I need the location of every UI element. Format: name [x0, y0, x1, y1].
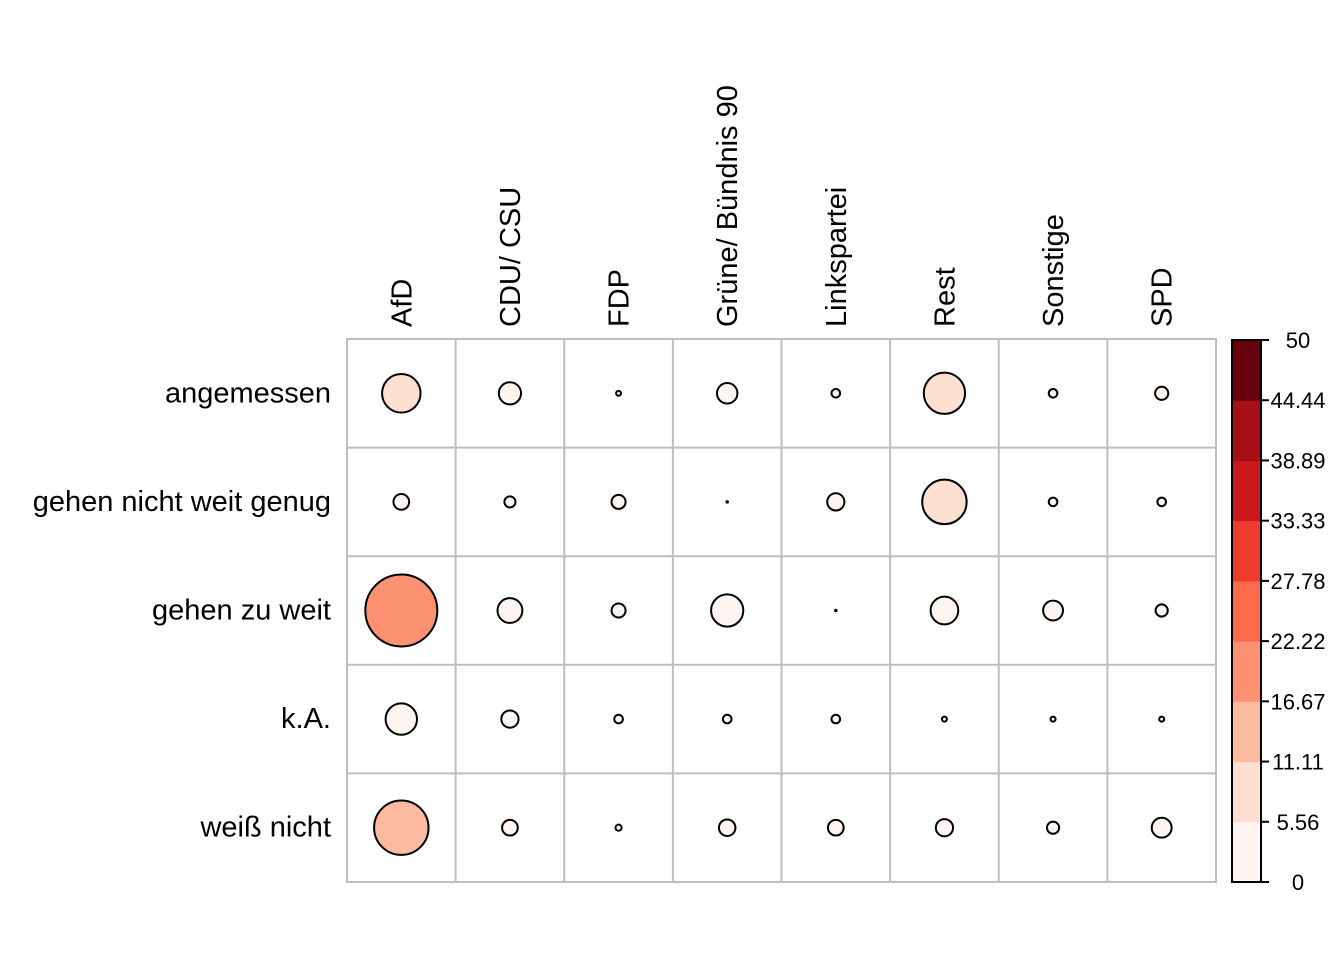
bubble-angemessen-linkspartei: [830, 387, 842, 399]
bubbles: [364, 371, 1173, 856]
bubble-weiß-nicht-rest: [934, 818, 955, 838]
column-label-spd: SPD: [1147, 267, 1179, 327]
row-label-k-a: k.A.: [281, 703, 331, 735]
row-label-gehen-zu-weit: gehen zu weit: [152, 595, 331, 627]
bubble-weiß-nicht-spd: [1150, 816, 1173, 839]
column-label-linkspartei: Linkspartei: [821, 187, 853, 327]
colorbar-tick-label: 50: [1286, 328, 1310, 353]
bubble-k-a-grüne-bündnis-90: [721, 713, 733, 725]
bubble-gehen-zu-weit-grüne-bündnis-90: [710, 593, 745, 628]
row-label-angemessen: angemessen: [165, 377, 331, 409]
bubble-weiß-nicht-grüne-bündnis-90: [717, 818, 737, 837]
bubble-gehen-zu-weit-cdu-csu: [496, 597, 524, 624]
bubble-k-a-cdu-csu: [500, 709, 520, 729]
column-label-cdu-csu: CDU/ CSU: [495, 187, 527, 327]
bubble-angemessen-fdp: [615, 389, 623, 397]
colorbar-tick-label: 33.33: [1270, 509, 1325, 534]
column-label-afd: AfD: [386, 279, 418, 327]
colorbar-segment: [1232, 520, 1261, 582]
grid: [346, 338, 1217, 883]
column-label-rest: Rest: [929, 267, 961, 327]
bubble-k-a-rest: [940, 715, 948, 723]
colorbar-segment: [1232, 761, 1261, 823]
bubble-gehen-nicht-weit-genug-fdp: [610, 493, 627, 510]
colorbar-segment: [1232, 701, 1261, 763]
bubble-gehen-nicht-weit-genug-cdu-csu: [503, 495, 517, 509]
bubble-gehen-nicht-weit-genug-rest: [921, 478, 968, 526]
colorbar-segment: [1232, 821, 1261, 883]
bubble-gehen-zu-weit-linkspartei: [834, 608, 838, 613]
row-labels: angemessen gehen nicht weit genug gehen zu…: [33, 377, 331, 843]
colorbar: 0 5.56 11.11 16.67 22.22 27.78 33.33 38.89 44.44…: [1231, 328, 1326, 895]
column-label-fdp: FDP: [604, 269, 636, 327]
bubble-gehen-nicht-weit-genug-grüne-bündnis-90: [725, 500, 729, 504]
row-label-weiß-nicht: weiß nicht: [199, 812, 331, 844]
bubble-gehen-zu-weit-rest: [929, 595, 960, 626]
bubble-gehen-zu-weit-fdp: [610, 602, 627, 619]
colorbar-tick-label: 44.44: [1270, 388, 1325, 413]
colorbar-tick-label: 16.67: [1270, 689, 1325, 714]
column-label-grüne-bündnis-90: Grüne/ Bündnis 90: [712, 85, 744, 327]
bubble-k-a-spd: [1158, 715, 1166, 723]
bubble-weiß-nicht-fdp: [614, 823, 623, 832]
colorbar-frame: [1231, 339, 1262, 883]
colorbar-tick-label: 5.56: [1277, 810, 1320, 835]
bubble-gehen-nicht-weit-genug-sonstige: [1047, 496, 1059, 508]
bubble-angemessen-cdu-csu: [497, 381, 523, 406]
column-label-sonstige: Sonstige: [1038, 214, 1070, 327]
colorbar-segment: [1232, 340, 1261, 401]
colorbar-tick-label: 38.89: [1270, 448, 1325, 473]
colorbar-segment: [1232, 580, 1261, 642]
bubble-angemessen-rest: [922, 371, 967, 415]
bubble-k-a-sonstige: [1049, 715, 1057, 723]
bubble-gehen-zu-weit-sonstige: [1042, 599, 1064, 622]
bubble-angemessen-sonstige: [1047, 387, 1059, 399]
bubble-gehen-nicht-weit-genug-linkspartei: [826, 492, 846, 512]
bubble-gehen-nicht-weit-genug-spd: [1156, 496, 1167, 508]
bubble-weiß-nicht-cdu-csu: [501, 818, 519, 837]
bubble-gehen-zu-weit-spd: [1154, 603, 1169, 618]
bubble-gehen-nicht-weit-genug-afd: [392, 493, 411, 511]
bubble-gehen-zu-weit-afd: [364, 573, 439, 648]
colorbar-tick-label: 22.22: [1270, 629, 1325, 654]
colorbar-segment: [1232, 400, 1261, 461]
bubble-angemessen-spd: [1154, 385, 1170, 401]
row-label-gehen-nicht-weit-genug: gehen nicht weit genug: [33, 486, 331, 518]
bubble-k-a-linkspartei: [830, 713, 842, 725]
column-labels: AfD CDU/ CSU FDP Grüne/ Bündnis 90 Linkspart…: [386, 85, 1178, 327]
colorbar-tick-label: 11.11: [1272, 750, 1324, 775]
colorbar-segment: [1232, 460, 1261, 522]
colorbar-tick-label: 27.78: [1270, 569, 1325, 594]
bubble-k-a-fdp: [613, 713, 624, 725]
bubble-angemessen-afd: [381, 373, 422, 414]
bubble-weiß-nicht-linkspartei: [826, 818, 845, 837]
bubble-angemessen-grüne-bündnis-90: [715, 382, 739, 405]
bubble-k-a-afd: [384, 702, 419, 736]
colorbar-segment: [1232, 641, 1261, 702]
colorbar-tick-label: 0: [1292, 870, 1304, 895]
bubble-weiß-nicht-sonstige: [1045, 820, 1061, 835]
bubble-weiß-nicht-afd: [373, 799, 430, 856]
